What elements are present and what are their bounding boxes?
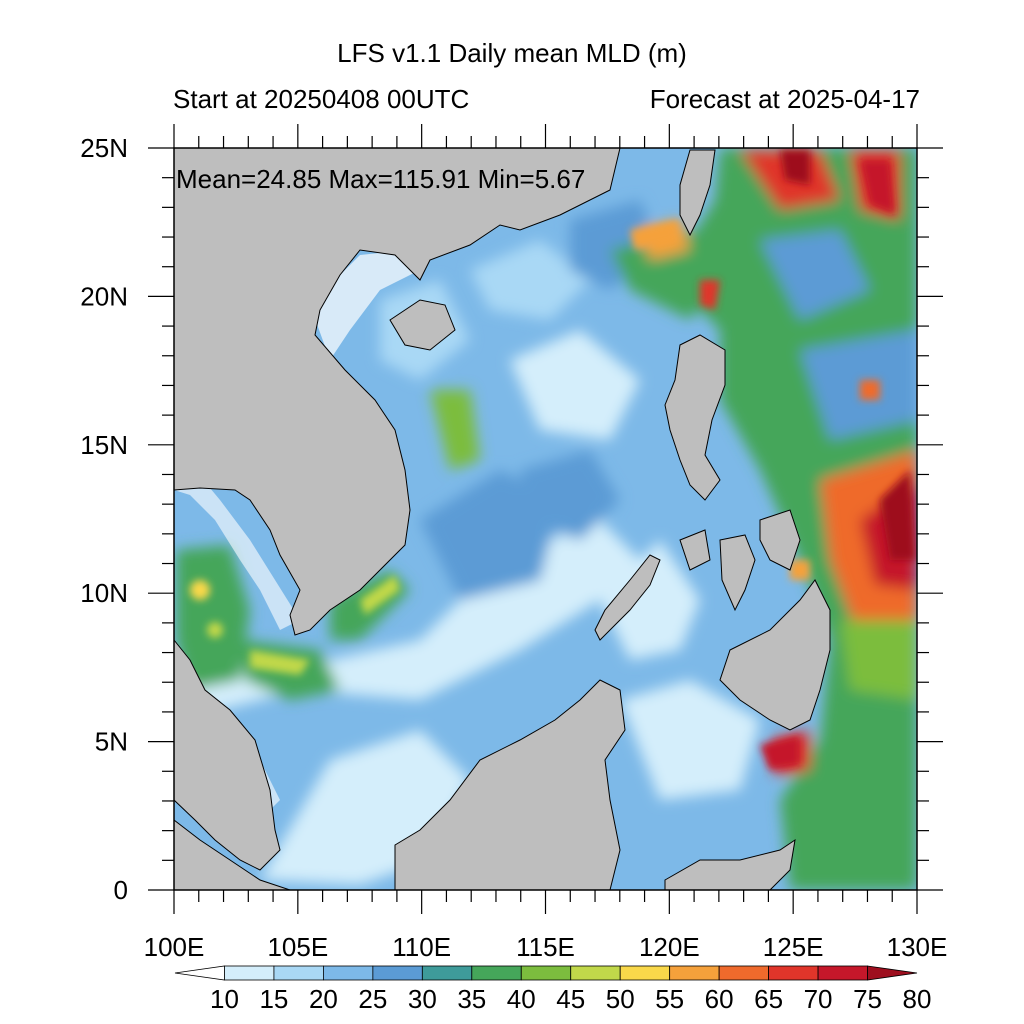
colorbar-label: 25 (358, 984, 387, 1014)
colorbar-segment (322, 965, 374, 981)
colorbar-label: 55 (655, 984, 684, 1014)
stats-text: Mean=24.85 Max=115.91 Min=5.67 (176, 164, 585, 194)
x-tick-label: 110E (392, 932, 451, 962)
colorbar-label: 75 (853, 984, 882, 1014)
colorbar-label: 60 (705, 984, 734, 1014)
colorbar-segment (669, 965, 720, 981)
y-tick-label: 20N (80, 281, 128, 311)
y-tick-label: 5N (95, 727, 128, 757)
x-tick-label: 115E (516, 932, 575, 962)
colorbar-segment (520, 965, 572, 981)
map-plot-area (174, 148, 917, 890)
colorbar-label: 50 (606, 984, 635, 1014)
x-tick-label: 100E (144, 932, 205, 962)
colorbar-segment (174, 965, 225, 981)
y-tick-label: 15N (80, 430, 128, 460)
colorbar-label: 10 (210, 984, 239, 1014)
land (174, 148, 831, 890)
colorbar-label: 70 (804, 984, 833, 1014)
colorbar-label: 45 (556, 984, 585, 1014)
y-tick-label: 0 (114, 875, 128, 905)
y-tick-label: 10N (80, 578, 128, 608)
colorbar-segment (768, 965, 819, 981)
colorbar-label: 80 (903, 984, 932, 1014)
x-tick-label: 120E (639, 932, 700, 962)
colorbar-label: 65 (754, 984, 783, 1014)
colorbar-segment (718, 965, 770, 981)
start-time-label: Start at 20250408 00UTC (173, 84, 470, 114)
colorbar-label: 35 (457, 984, 486, 1014)
colorbar-segment (273, 965, 324, 981)
colorbar-segment (867, 965, 918, 981)
colorbar-label: 20 (309, 984, 338, 1014)
chart-title: LFS v1.1 Daily mean MLD (m) (337, 38, 687, 68)
forecast-time-label: Forecast at 2025-04-17 (649, 84, 920, 114)
mld-details (190, 150, 915, 770)
axis-ticks (148, 124, 943, 914)
colorbar-segment (421, 965, 473, 981)
axis-labels: 100E 105E 110E 115E 120E 125E 130E 0 5N 10N 15N 20N… (80, 133, 947, 962)
colorbar-segment (619, 965, 671, 981)
colorbar (174, 965, 918, 981)
colorbar-label: 15 (259, 984, 288, 1014)
colorbar-label: 40 (507, 984, 536, 1014)
colorbar-segment (817, 965, 868, 981)
colorbar-labels: 10 15 20 25 30 35 40 45 50 55 60 65 70 75 80 (210, 984, 931, 1014)
x-tick-label: 130E (887, 932, 948, 962)
y-tick-label: 25N (80, 133, 128, 163)
x-tick-label: 105E (267, 932, 328, 962)
colorbar-segment (224, 965, 275, 981)
x-tick-label: 125E (763, 932, 824, 962)
colorbar-label: 30 (408, 984, 437, 1014)
colorbar-segment (471, 965, 522, 981)
colorbar-segment (570, 965, 621, 981)
colorbar-segment (372, 965, 423, 981)
